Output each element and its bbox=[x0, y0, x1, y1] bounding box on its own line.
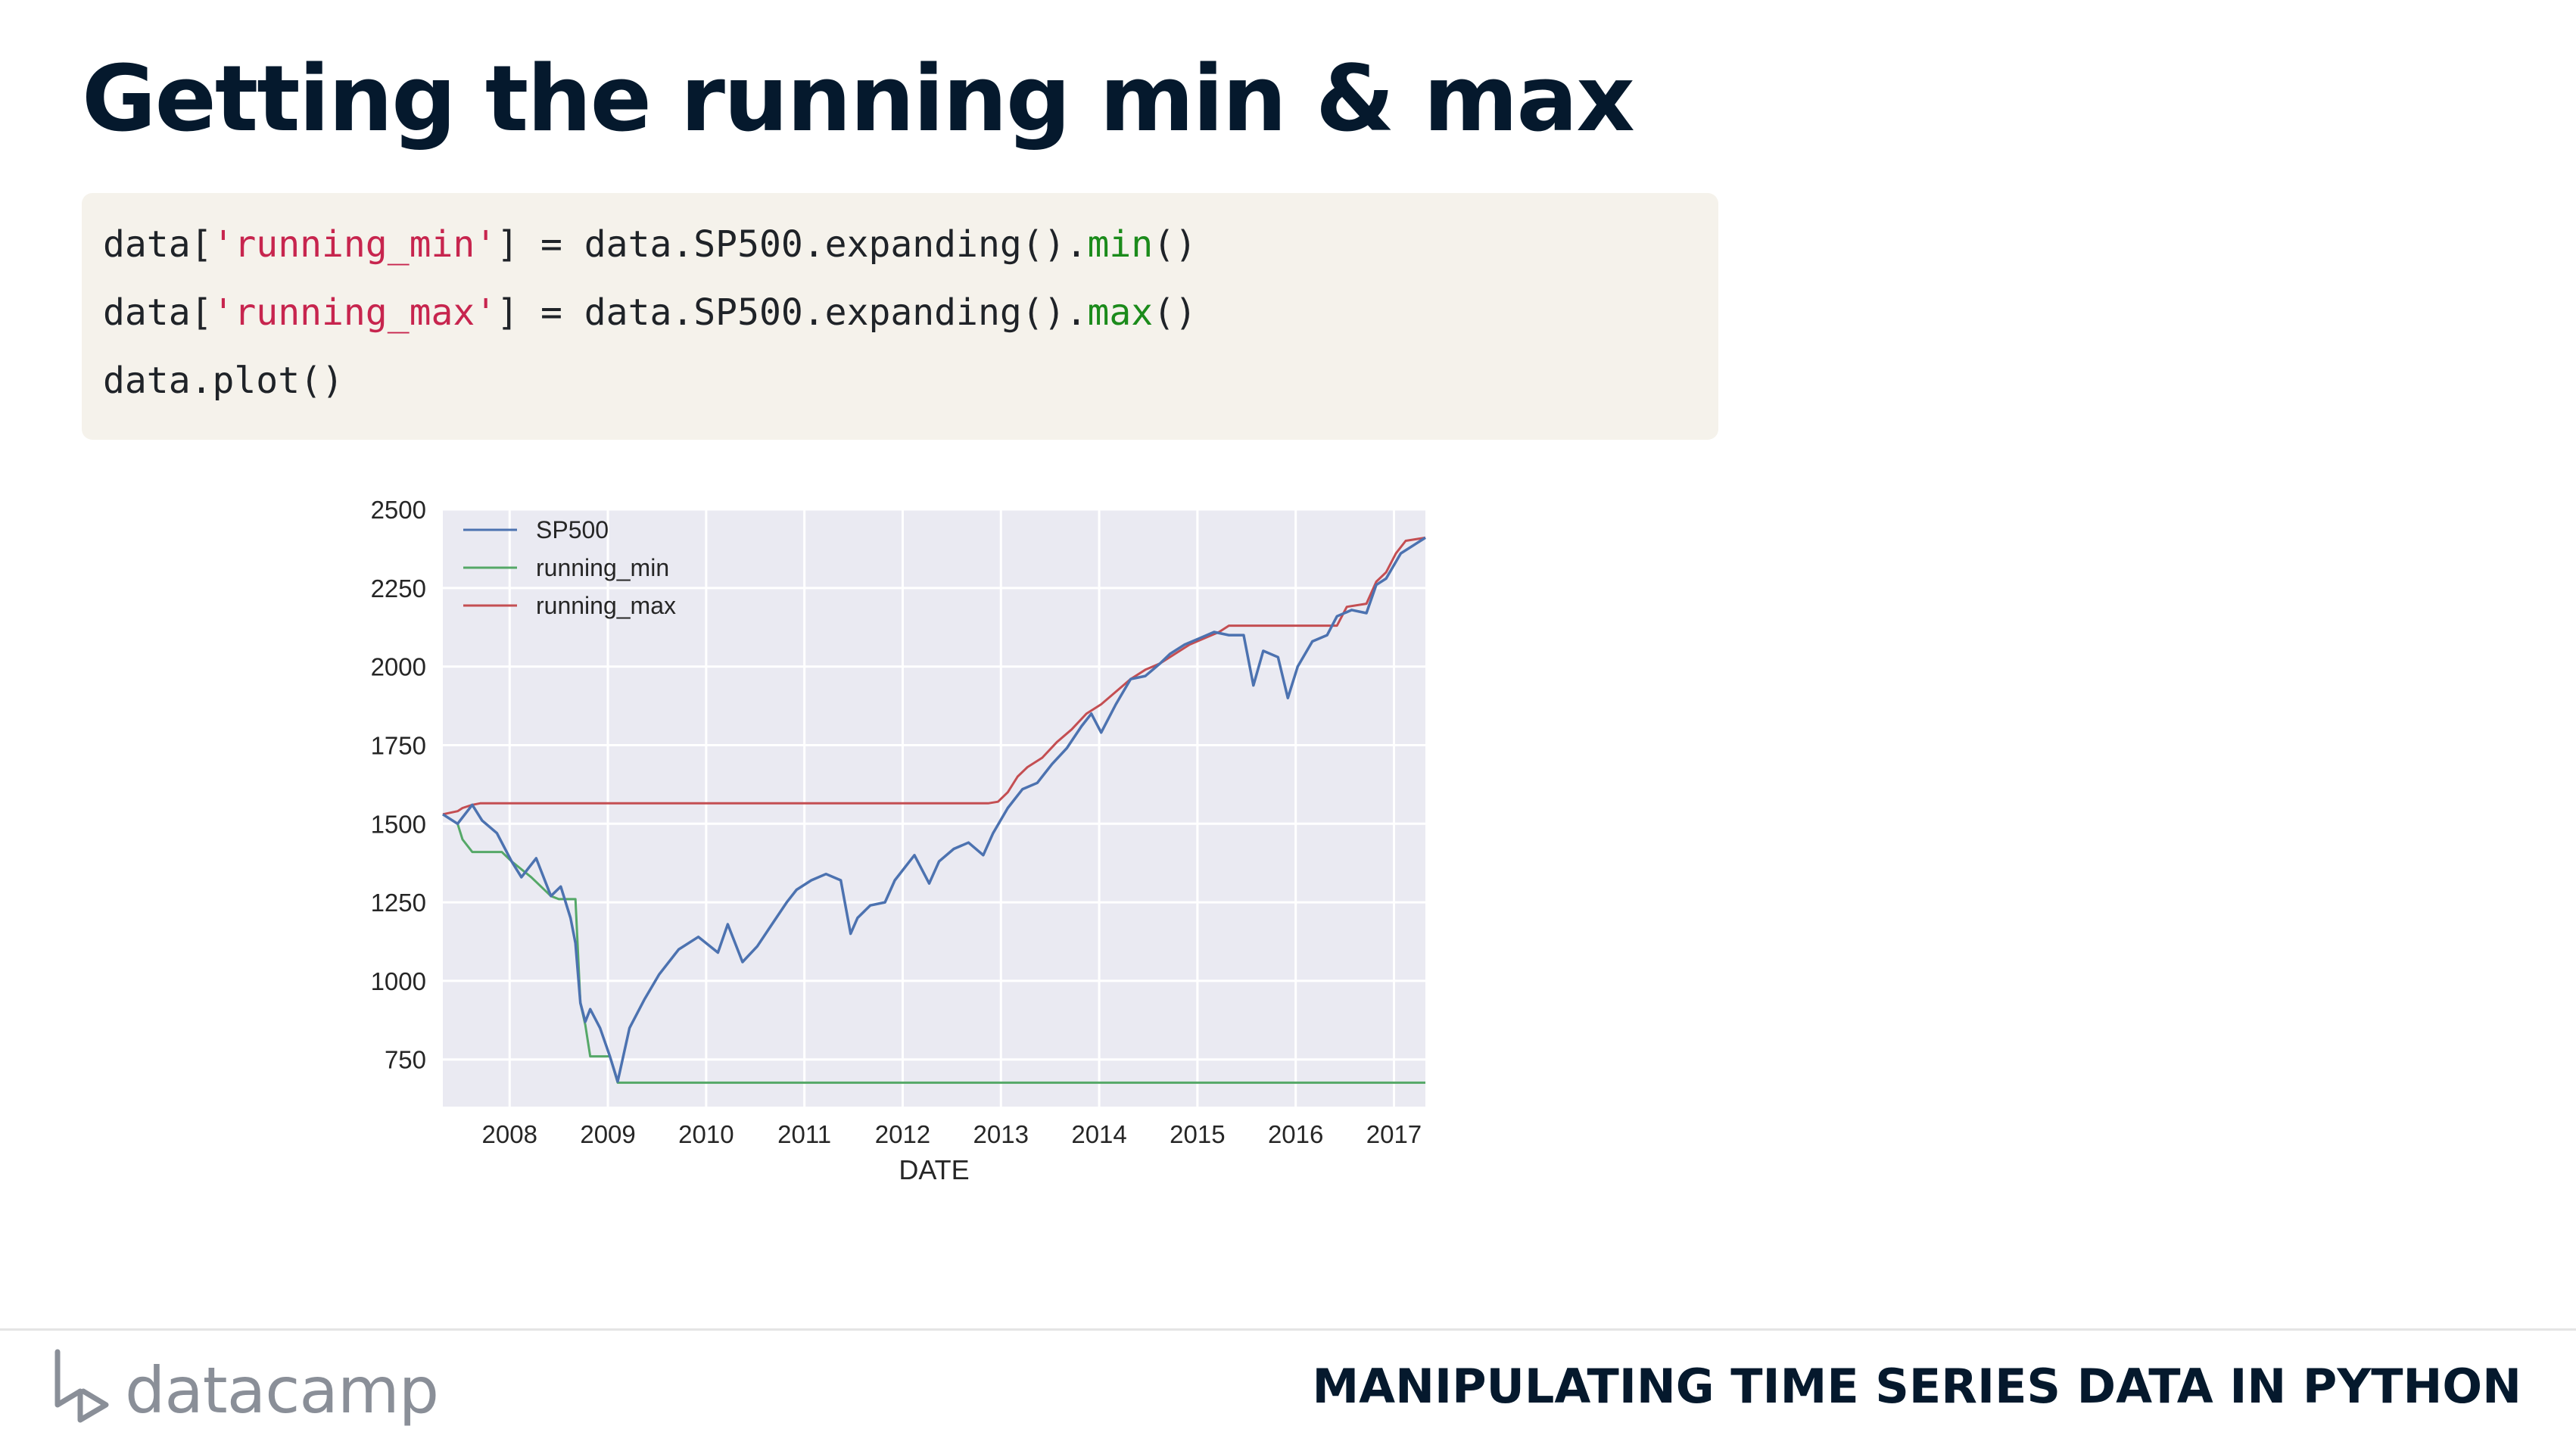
series-line-running-min bbox=[442, 813, 1425, 1084]
legend-label: running_max bbox=[536, 592, 676, 619]
code-line-2: data['running_max'] = data.SP500.expandi… bbox=[103, 291, 1197, 334]
code-token: data[ bbox=[103, 223, 213, 266]
code-line-1: data['running_min'] = data.SP500.expandi… bbox=[103, 223, 1197, 266]
x-tick-label: 2010 bbox=[678, 1120, 734, 1148]
code-function: min bbox=[1087, 223, 1154, 266]
x-tick-label: 2016 bbox=[1268, 1120, 1323, 1148]
code-token: ] = data.SP500.expanding(). bbox=[497, 291, 1088, 334]
x-tick-label: 2014 bbox=[1071, 1120, 1126, 1148]
code-line-3: data.plot() bbox=[103, 360, 344, 402]
y-tick-label: 1750 bbox=[371, 731, 426, 759]
code-string: 'running_min' bbox=[212, 223, 497, 266]
legend-label: running_min bbox=[536, 554, 669, 581]
code-token: () bbox=[1153, 223, 1197, 266]
footer-divider bbox=[0, 1328, 2576, 1331]
slide-title: Getting the running min & max bbox=[82, 47, 1635, 152]
y-tick-label: 1250 bbox=[371, 889, 426, 917]
y-tick-label: 1000 bbox=[371, 967, 426, 995]
series-line-SP500 bbox=[442, 536, 1426, 1083]
series-line-running-max bbox=[442, 536, 1426, 816]
y-tick-label: 2500 bbox=[371, 496, 426, 524]
x-axis-label: DATE bbox=[899, 1154, 969, 1185]
code-string: 'running_max' bbox=[212, 291, 497, 334]
code-token: data[ bbox=[103, 291, 213, 334]
code-function: max bbox=[1087, 291, 1154, 334]
course-title: MANIPULATING TIME SERIES DATA IN PYTHON bbox=[1312, 1359, 2521, 1414]
code-block: data['running_min'] = data.SP500.expandi… bbox=[82, 193, 1718, 440]
chart-svg: 750 1000 1250 1500 1750 2000 2250 2500 2008 2009 2… bbox=[371, 496, 1426, 1185]
legend-label: SP500 bbox=[536, 516, 609, 543]
datacamp-logo: datacamp bbox=[53, 1347, 447, 1431]
y-tick-label: 1500 bbox=[371, 810, 426, 838]
x-tick-label: 2015 bbox=[1170, 1120, 1225, 1148]
y-tick-label: 2250 bbox=[371, 574, 426, 603]
brand-name: datacamp bbox=[125, 1353, 439, 1428]
x-tick-label: 2011 bbox=[777, 1120, 831, 1148]
plot-area bbox=[443, 509, 1425, 1107]
line-chart: 750 1000 1250 1500 1750 2000 2250 2500 2008 2009 2… bbox=[333, 481, 1438, 1192]
x-tick-label: 2013 bbox=[973, 1120, 1029, 1148]
datacamp-logo-icon bbox=[55, 1349, 109, 1423]
code-token: ] = data.SP500.expanding(). bbox=[497, 223, 1088, 266]
code-token: () bbox=[1153, 291, 1197, 334]
y-tick-label: 2000 bbox=[371, 653, 426, 681]
x-tick-label: 2012 bbox=[875, 1120, 930, 1148]
y-tick-label: 750 bbox=[385, 1046, 426, 1074]
x-tick-label: 2008 bbox=[482, 1120, 537, 1148]
x-tick-label: 2009 bbox=[580, 1120, 635, 1148]
x-tick-label: 2017 bbox=[1366, 1120, 1422, 1148]
